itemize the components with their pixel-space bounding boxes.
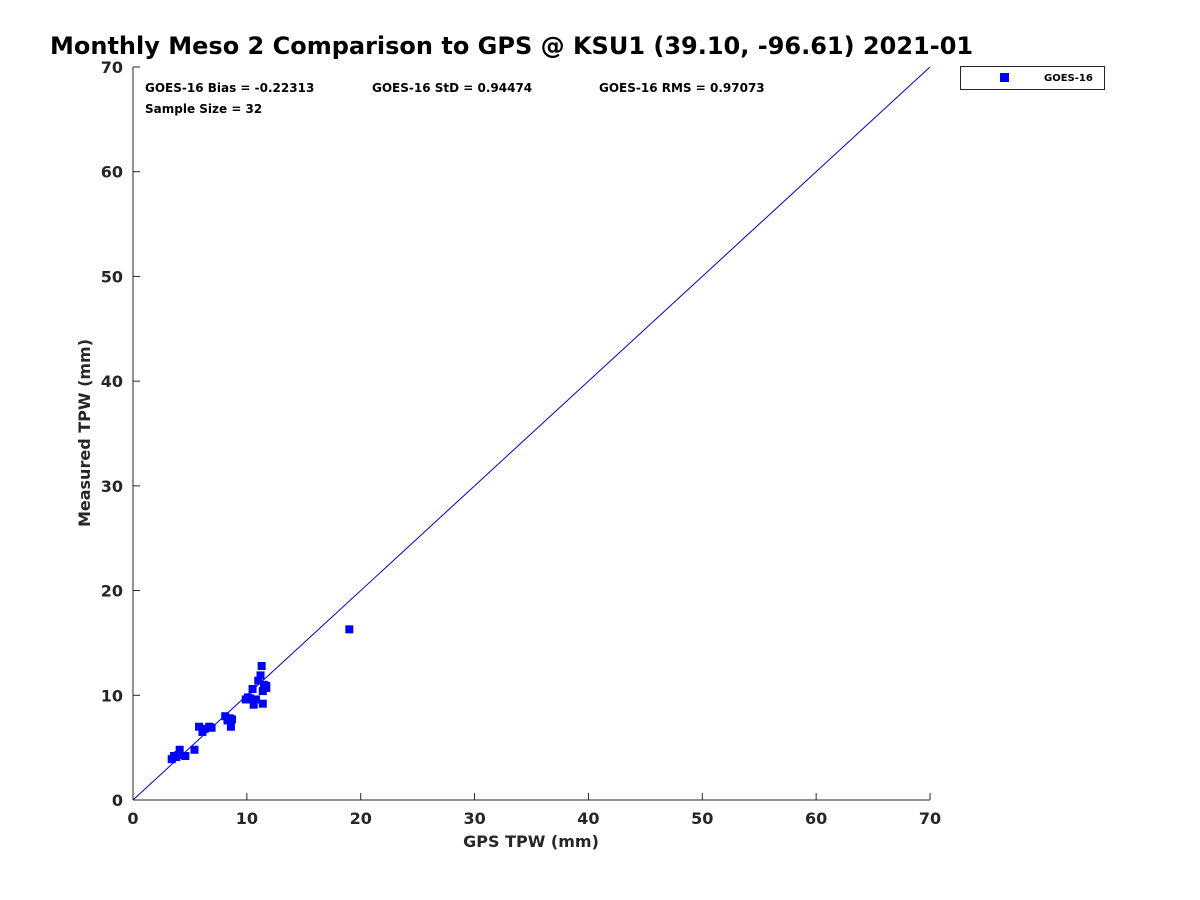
stat-bias: GOES-16 Bias = -0.22313	[145, 81, 314, 95]
data-point-goes-16	[228, 715, 237, 724]
y-tick-label: 10	[101, 686, 123, 705]
y-tick-label: 0	[112, 791, 123, 810]
x-tick-label: 30	[463, 809, 485, 828]
x-axis-ticks: 0 10 20 30 40 50 60 70	[127, 793, 941, 828]
y-tick-label: 70	[101, 58, 123, 77]
data-point-goes-16	[207, 723, 216, 732]
data-point-goes-16	[248, 685, 257, 694]
x-tick-label: 70	[919, 809, 941, 828]
legend-label-goes-16: GOES-16	[1044, 73, 1093, 84]
data-point-goes-16	[256, 671, 265, 680]
x-tick-label: 20	[350, 809, 372, 828]
data-point-goes-16	[200, 724, 209, 733]
stats-block: GOES-16 Bias = -0.22313 GOES-16 StD = 0.…	[145, 81, 765, 116]
legend-marker-goes-16	[1000, 73, 1009, 82]
y-tick-label: 30	[101, 477, 123, 496]
data-point-goes-16	[257, 661, 266, 670]
x-tick-label: 40	[577, 809, 599, 828]
stat-sample-size: Sample Size = 32	[145, 102, 262, 116]
chart-title: Monthly Meso 2 Comparison to GPS @ KSU1 …	[50, 32, 973, 60]
data-point-goes-16	[190, 745, 199, 754]
y-tick-label: 50	[101, 267, 123, 286]
x-tick-label: 10	[236, 809, 258, 828]
data-point-goes-16	[258, 699, 267, 708]
data-points	[167, 625, 354, 764]
plot-area	[132, 67, 930, 801]
x-tick-label: 60	[805, 809, 827, 828]
x-tick-label: 0	[127, 809, 138, 828]
data-point-goes-16	[221, 712, 230, 721]
data-point-goes-16	[251, 695, 260, 704]
data-point-goes-16	[345, 625, 354, 634]
data-point-goes-16	[181, 752, 190, 761]
data-point-goes-16	[174, 750, 183, 759]
stat-std: GOES-16 StD = 0.94474	[372, 81, 532, 95]
y-tick-label: 20	[101, 582, 123, 601]
data-point-goes-16	[249, 700, 258, 709]
data-point-goes-16	[246, 694, 255, 703]
data-point-goes-16	[226, 722, 235, 731]
legend-box	[960, 66, 1105, 90]
data-point-goes-16	[195, 722, 204, 731]
one-to-one-line	[132, 66, 931, 801]
legend: GOES-16	[960, 66, 1105, 90]
stat-rms: GOES-16 RMS = 0.97073	[599, 81, 765, 95]
x-tick-label: 50	[691, 809, 713, 828]
data-point-goes-16	[254, 676, 263, 685]
y-tick-label: 40	[101, 372, 123, 391]
y-axis-ticks: 0 10 20 30 40 50 60 70	[101, 58, 140, 810]
y-tick-label: 60	[101, 163, 123, 182]
y-axis-label: Measured TPW (mm)	[75, 339, 94, 527]
data-point-goes-16	[262, 683, 271, 692]
reference-line-group	[132, 66, 931, 801]
data-point-goes-16	[175, 745, 184, 754]
x-axis-label: GPS TPW (mm)	[463, 832, 599, 851]
